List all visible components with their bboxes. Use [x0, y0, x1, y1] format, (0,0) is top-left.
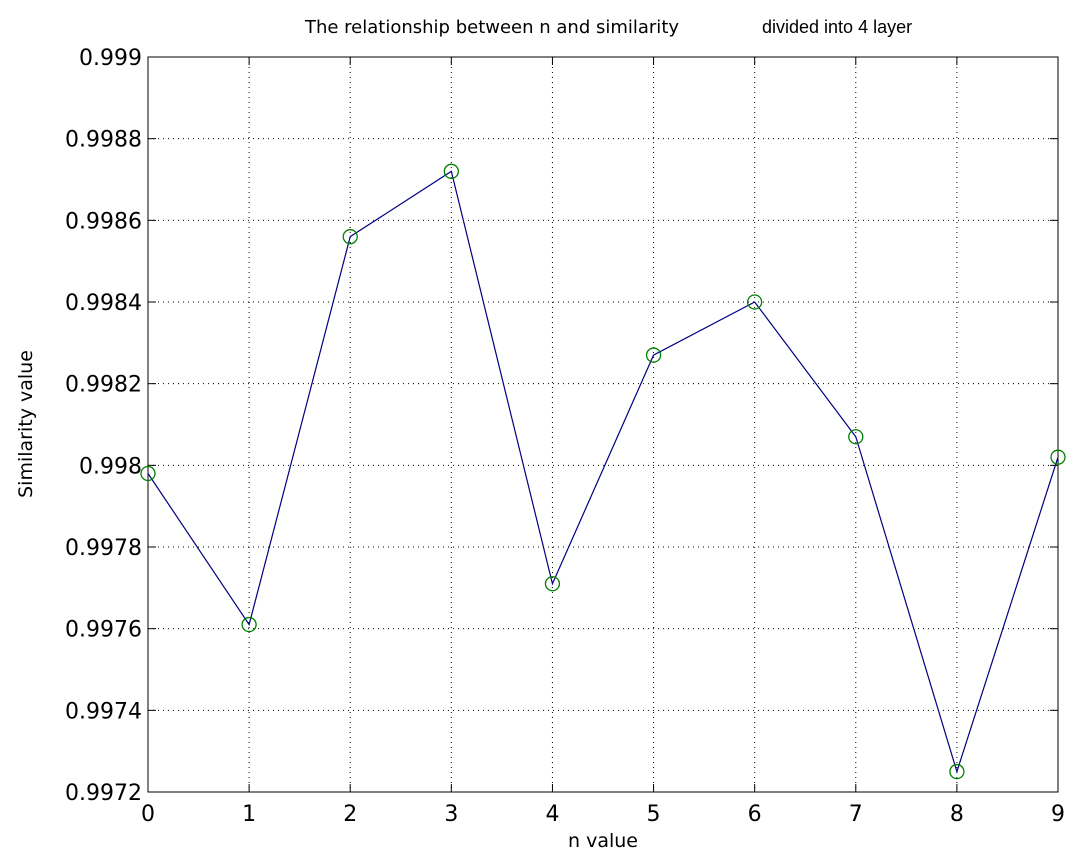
x-tick-label: 6: [748, 802, 762, 827]
data-point-marker: [544, 576, 561, 592]
data-point-marker: [443, 163, 459, 179]
data-point-marker: [342, 229, 358, 245]
y-tick-label: 0.999: [79, 46, 142, 71]
y-tick-label: 0.9988: [65, 128, 142, 153]
y-tick-label: 0.9982: [65, 373, 142, 398]
x-tick-label: 5: [647, 802, 661, 827]
grid: [148, 57, 1058, 792]
data-point-marker: [645, 347, 662, 363]
markers: [140, 163, 1066, 780]
axes-box: [147, 56, 1059, 793]
chart-title: The relationship between n and similarit…: [304, 17, 679, 38]
y-tick-label: 0.9972: [65, 781, 142, 806]
series: [147, 170, 1059, 774]
plot-area: [140, 56, 1066, 793]
x-tick-label: 2: [343, 802, 357, 827]
y-tick-label: 0.9984: [65, 291, 142, 316]
y-tick-label: 0.9976: [65, 618, 142, 643]
y-axis-label: Similarity value: [15, 350, 37, 498]
x-tick-label: 0: [141, 802, 155, 827]
data-point-marker: [848, 429, 864, 445]
x-axis-label: n value: [568, 830, 638, 852]
series-line: [147, 170, 1059, 774]
y-tick-label: 0.9986: [65, 209, 142, 234]
y-tick-labels: 0.9972 0.9974 0.9976 0.9978 0.998 0.9982 0.998…: [65, 46, 142, 806]
y-tick-label: 0.9978: [65, 536, 142, 561]
data-point-marker: [140, 465, 156, 482]
y-tick-label: 0.998: [79, 454, 142, 479]
data-point-marker: [1050, 449, 1066, 465]
x-tick-label: 7: [849, 802, 863, 827]
x-tick-label: 9: [1051, 802, 1065, 827]
data-point-marker: [747, 294, 763, 310]
ticks: [147, 56, 1059, 793]
y-tick-label: 0.9974: [65, 699, 142, 724]
data-point-marker: [949, 763, 965, 780]
x-tick-label: 3: [444, 802, 458, 827]
x-tick-label: 4: [545, 802, 559, 827]
x-tick-labels: 0 1 2 3 4 5 6 7 8 9: [141, 802, 1065, 827]
x-tick-label: 1: [242, 802, 256, 827]
chart-title-note: divided into 4 layer: [762, 17, 912, 37]
x-tick-label: 8: [950, 802, 964, 827]
data-point-marker: [241, 616, 257, 633]
